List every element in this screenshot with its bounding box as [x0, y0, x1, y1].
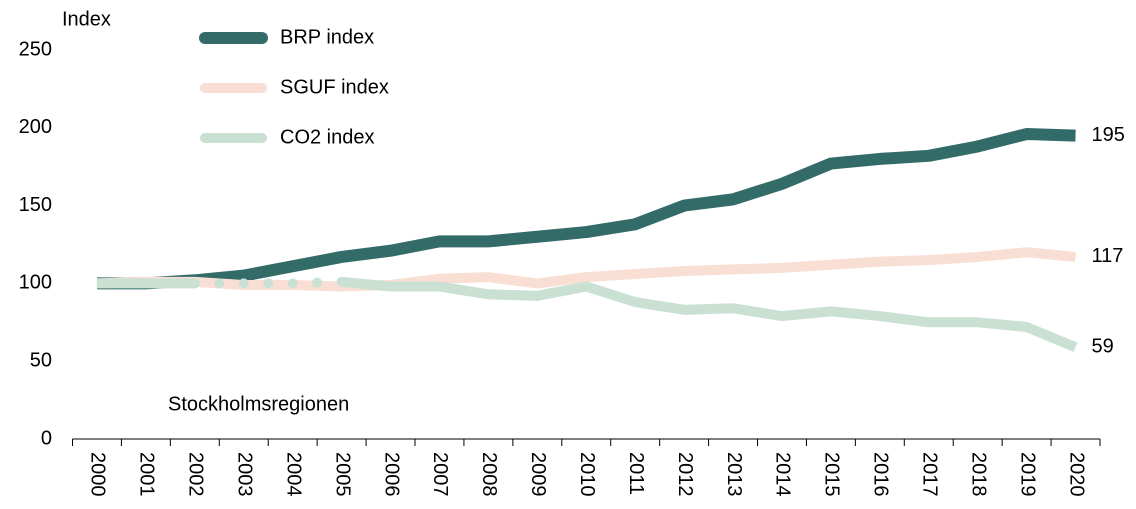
y-axis-label: Index	[62, 8, 111, 30]
end-label: 59	[1092, 335, 1114, 357]
legend-label: SGUF index	[280, 76, 389, 98]
x-tick-label: 2014	[772, 452, 794, 497]
x-tick-label: 2003	[233, 452, 255, 497]
y-tick-label: 100	[19, 272, 52, 294]
x-tick-label: 2006	[380, 452, 402, 497]
x-tick-label: 2009	[527, 452, 549, 497]
x-tick-label: 2011	[625, 452, 647, 495]
x-tick-label: 2005	[331, 452, 353, 497]
y-tick-label: 200	[19, 116, 52, 138]
series-line	[189, 276, 347, 289]
x-tick-label: 2013	[723, 452, 745, 497]
x-tick-label: 2020	[1065, 452, 1087, 497]
series-line	[96, 247, 1077, 292]
x-tick-label: 2012	[674, 452, 696, 497]
y-tick-label: 250	[19, 38, 52, 60]
x-tick-label: 2008	[478, 452, 500, 497]
series-line	[96, 128, 1076, 290]
x-tick-label: 2010	[576, 452, 598, 497]
annotation: Stockholmsregionen	[168, 393, 349, 415]
x-tick-label: 2002	[185, 452, 207, 497]
legend-label: BRP index	[280, 26, 374, 48]
x-tick-label: 2017	[918, 452, 940, 497]
end-label: 195	[1092, 124, 1125, 146]
x-tick-label: 2019	[1016, 452, 1038, 497]
x-tick-label: 2007	[429, 452, 451, 497]
end-label: 117	[1092, 245, 1124, 267]
x-tick-label: 2018	[967, 452, 989, 497]
legend-label: CO2 index	[280, 126, 375, 148]
y-tick-label: 0	[41, 427, 52, 449]
y-tick-label: 150	[19, 194, 52, 216]
x-tick-label: 2015	[821, 452, 843, 497]
x-tick-label: 2016	[870, 452, 892, 497]
x-tick-label: 2004	[282, 452, 304, 497]
series-line	[341, 276, 1078, 352]
x-tick-label: 2000	[87, 452, 109, 497]
y-tick-label: 50	[30, 349, 52, 371]
x-tick-label: 2001	[136, 452, 158, 497]
